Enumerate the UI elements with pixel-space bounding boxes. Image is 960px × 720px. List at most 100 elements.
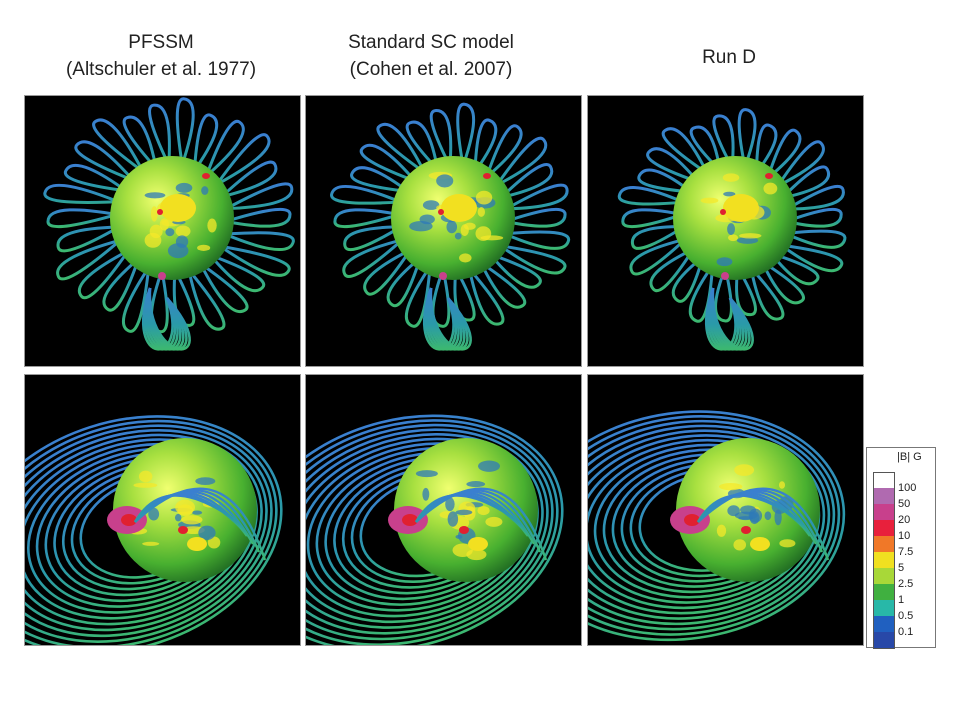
field-line [191, 241, 266, 293]
surface-features [700, 173, 778, 280]
legend-swatch [873, 552, 895, 568]
field-line [25, 429, 268, 638]
legend-swatch [873, 488, 895, 504]
surface-patch [138, 470, 153, 483]
field-line [455, 251, 505, 326]
surface-patch [148, 507, 160, 521]
field-line [766, 225, 847, 249]
active-region [721, 272, 729, 280]
header-standard-sc-citation: (Cohen et al. 2007) [349, 59, 513, 80]
active-region [441, 194, 477, 222]
surface-patch [142, 541, 160, 546]
field-line [769, 208, 843, 229]
field-line [429, 109, 460, 183]
field-line [479, 136, 548, 203]
field-line [637, 168, 709, 203]
field-line [472, 241, 542, 289]
field-line [588, 410, 846, 642]
field-line [714, 251, 733, 323]
surface-patch [727, 223, 735, 235]
field-line [183, 113, 219, 190]
field-line [191, 119, 245, 196]
header-pfssm-citation: (Altschuler et al. 1977) [65, 59, 257, 80]
field-line [728, 253, 757, 317]
surface-patch [133, 482, 158, 488]
field-line [671, 240, 716, 303]
legend-swatch [873, 536, 895, 552]
active-region [402, 514, 418, 526]
field-line [102, 240, 153, 312]
legend-level-label: 100 [898, 482, 917, 494]
surface-patch [198, 525, 216, 540]
field-line [148, 103, 179, 183]
surface-patch [144, 192, 166, 199]
field-line [737, 108, 757, 185]
field-line [479, 233, 567, 275]
field-line [688, 246, 724, 323]
legend-swatch [873, 632, 895, 649]
field-lines [43, 97, 295, 351]
panel-rendering [306, 414, 564, 645]
field-line [63, 163, 146, 203]
field-line [74, 140, 153, 195]
field-line [472, 124, 523, 196]
field-line [487, 208, 567, 229]
field-line [363, 233, 427, 296]
field-line [306, 432, 544, 629]
legend-swatch [873, 616, 895, 632]
field-line [455, 102, 476, 185]
surface-patch [446, 220, 458, 234]
legend-swatch [873, 472, 895, 489]
active-region [720, 209, 726, 215]
surface-patch [165, 228, 175, 237]
surface-patch [466, 481, 486, 488]
surface-patch [175, 182, 193, 193]
field-line [737, 251, 785, 321]
legend-level-label: 0.5 [898, 610, 914, 622]
surface-patch [175, 225, 191, 237]
panel-standard-sc-polar [305, 95, 582, 367]
surface-patch [716, 257, 733, 267]
field-line [386, 240, 434, 308]
surface-patch [764, 511, 772, 521]
field-line [746, 247, 805, 305]
field-line [343, 216, 419, 252]
legend-level-label: 0.1 [898, 626, 914, 638]
active-region [187, 537, 207, 551]
field-line [588, 424, 831, 626]
surface-patch [445, 497, 455, 512]
panel-rendering [588, 410, 846, 642]
field-line [198, 233, 291, 277]
field-line [121, 246, 161, 333]
field-line [306, 428, 549, 635]
field-line [25, 415, 283, 645]
surface-patch [477, 506, 490, 516]
panel-rendering [43, 97, 295, 351]
active-region [178, 526, 188, 534]
field-strength-legend: |B| G 100 50 20 10 7.5 5 2.5 1 0.5 0.1 [866, 447, 936, 649]
field-line [405, 120, 451, 185]
panel-rendering [330, 102, 571, 351]
legend-level-label: 5 [898, 562, 905, 574]
surface-patch [728, 234, 739, 242]
surface-features [409, 171, 504, 280]
field-line [588, 419, 836, 631]
surface-patch [478, 460, 501, 472]
surface-patch [736, 236, 759, 244]
active-region [121, 514, 137, 526]
panel-rendering [617, 108, 847, 351]
legend-swatch [873, 520, 895, 536]
field-line [446, 253, 476, 322]
surface-patch [477, 207, 486, 217]
field-line [206, 182, 294, 220]
surface-patch [459, 253, 472, 263]
field-line [621, 207, 701, 228]
field-line [629, 225, 704, 276]
field-line [376, 122, 442, 189]
surface-patch [452, 543, 473, 558]
field-line [464, 247, 527, 309]
field-line [429, 287, 472, 351]
panel-pfssm-side [24, 374, 301, 646]
field-lines [617, 108, 847, 351]
legend-level-label: 10 [898, 530, 911, 542]
